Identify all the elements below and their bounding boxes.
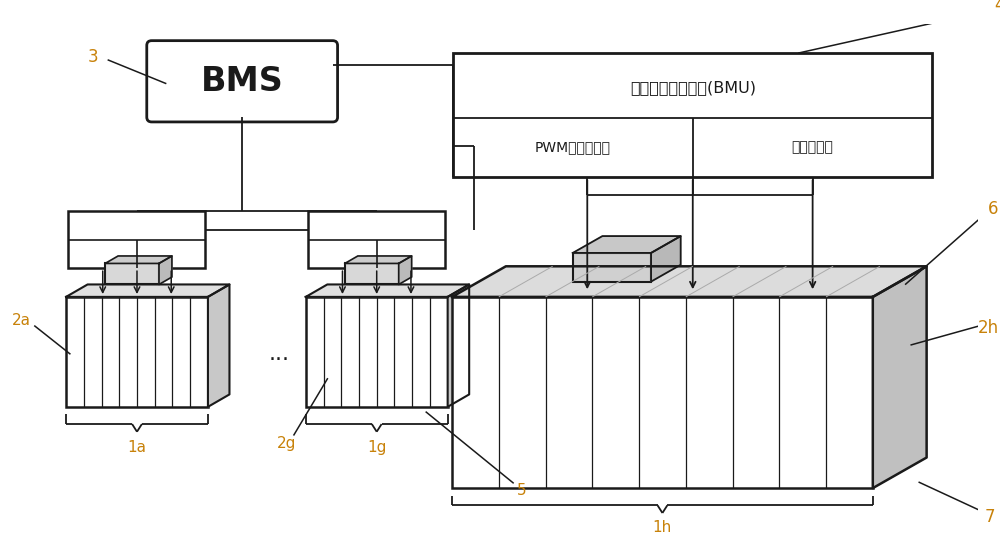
Text: 1h: 1h [653, 520, 672, 535]
Text: 6: 6 [988, 200, 998, 218]
Polygon shape [66, 285, 229, 297]
Polygon shape [452, 266, 927, 297]
Text: 2g: 2g [277, 436, 296, 451]
Bar [66, 297, 208, 407]
Polygon shape [873, 266, 927, 488]
Bar [345, 264, 399, 285]
Bar [453, 53, 932, 177]
Polygon shape [573, 236, 681, 253]
FancyBboxPatch shape [147, 41, 338, 122]
Polygon shape [399, 256, 412, 285]
Polygon shape [306, 285, 469, 297]
Text: PWM风扇控制器: PWM风扇控制器 [535, 141, 611, 155]
Polygon shape [651, 236, 681, 281]
Text: 4: 4 [994, 0, 1000, 14]
Text: 温度传感器: 温度传感器 [792, 141, 834, 155]
Text: ...: ... [268, 344, 289, 364]
Bar [306, 297, 448, 407]
Text: 2a: 2a [12, 313, 31, 328]
Polygon shape [208, 285, 229, 407]
Text: 区域温度控制模块(BMU): 区域温度控制模块(BMU) [630, 81, 756, 96]
Text: 3: 3 [88, 48, 98, 66]
Text: 5: 5 [517, 484, 526, 499]
Text: 7: 7 [985, 508, 995, 526]
Bar [308, 211, 445, 268]
Polygon shape [448, 285, 469, 407]
Text: 1g: 1g [367, 440, 386, 455]
Bar [452, 297, 873, 488]
Bar [573, 253, 651, 281]
Polygon shape [105, 256, 172, 264]
Text: 2h: 2h [978, 320, 999, 337]
Polygon shape [159, 256, 172, 285]
Text: BMS: BMS [201, 65, 284, 98]
Polygon shape [345, 256, 412, 264]
Bar [68, 211, 205, 268]
Text: 1a: 1a [127, 440, 146, 455]
Bar [105, 264, 159, 285]
